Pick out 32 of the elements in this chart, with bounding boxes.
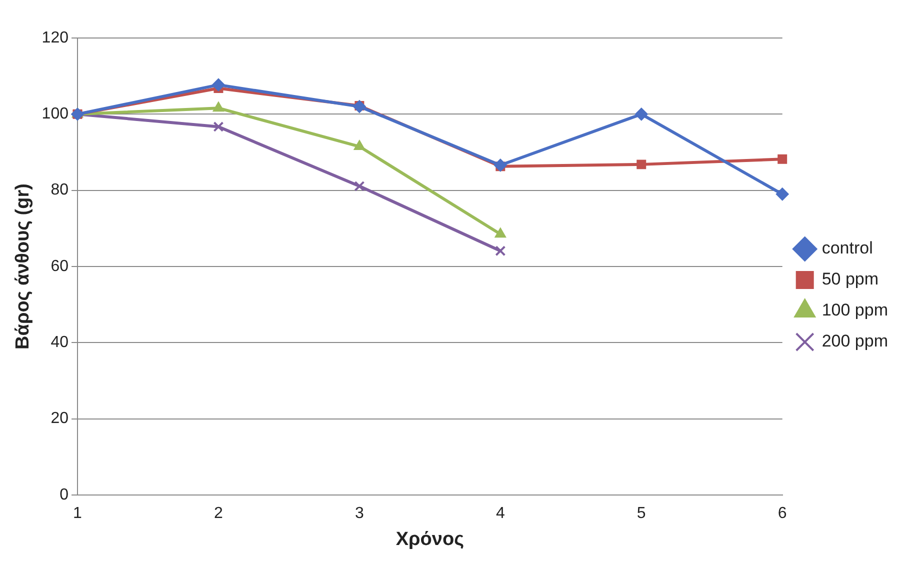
point xyxy=(776,188,789,201)
y-tick-label: 120 xyxy=(42,29,69,46)
y-tick-label: 80 xyxy=(50,182,69,199)
point xyxy=(213,121,224,132)
point xyxy=(634,108,648,121)
point xyxy=(354,180,365,192)
point xyxy=(636,160,646,170)
legend-label: 50 ppm xyxy=(822,270,879,289)
legend-label: 200 ppm xyxy=(822,332,888,351)
point xyxy=(352,100,366,114)
x-tick-label: 6 xyxy=(778,505,787,522)
point xyxy=(494,158,507,172)
y-tick-label: 0 xyxy=(60,486,69,504)
x-tick-label: 5 xyxy=(636,505,646,522)
y-tick-label: 60 xyxy=(50,258,69,275)
point xyxy=(354,140,366,150)
x-tick-label: 4 xyxy=(496,505,505,522)
point xyxy=(495,246,506,256)
point xyxy=(212,102,224,112)
x-tick-label: 3 xyxy=(354,505,364,522)
y-tick-label: 100 xyxy=(42,106,69,123)
point xyxy=(778,154,788,164)
x-tick-label: 1 xyxy=(73,505,82,522)
legend-label: 100 ppm xyxy=(822,300,888,320)
point xyxy=(494,228,506,238)
y-tick-label: 20 xyxy=(50,410,69,428)
x-axis-title: Χρόνος xyxy=(396,528,464,550)
x-tick-label: 2 xyxy=(214,505,224,522)
legend-label: control xyxy=(822,238,873,258)
point xyxy=(212,78,225,92)
y-tick-label: 40 xyxy=(50,334,69,352)
y-axis-title: Βάρος άνθους (gr) xyxy=(12,184,34,350)
